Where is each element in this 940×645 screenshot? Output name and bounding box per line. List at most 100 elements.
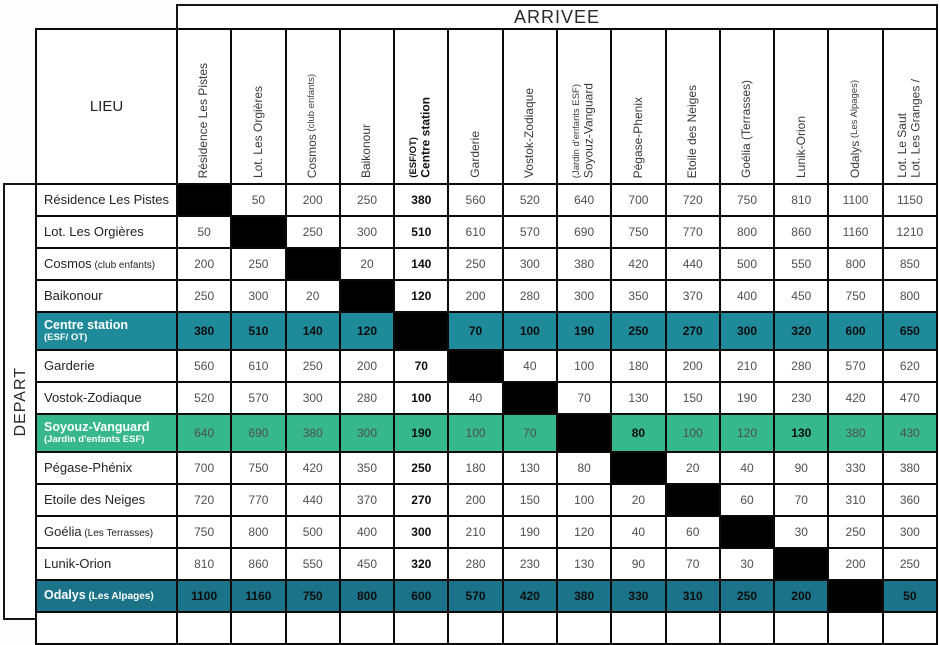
cell-r3c12: 550	[775, 249, 828, 279]
cell-r1c6: 560	[449, 185, 502, 215]
col-header-text: Baikonour	[359, 123, 374, 178]
cell-r5c10: 270	[666, 313, 719, 349]
cell-r2c5: 510	[395, 217, 448, 247]
cell-r5c8: 190	[557, 313, 611, 349]
cell-r7c5: 100	[395, 383, 448, 413]
cell-r2c12: 860	[775, 217, 828, 247]
cell-r7c10: 150	[666, 383, 719, 413]
cell-r13c1: 1100	[178, 581, 231, 611]
cell-r14c9	[612, 613, 665, 643]
cell-r1c8: 640	[557, 185, 611, 215]
cell-r12c3: 550	[286, 549, 339, 579]
cell-r8c4: 300	[340, 415, 394, 451]
cell-r4c6: 200	[449, 281, 502, 311]
cell-r6c14: 620	[883, 351, 936, 381]
cell-r5c6: 70	[449, 313, 502, 349]
cell-r4c12: 450	[775, 281, 828, 311]
cell-r8c5: 190	[395, 415, 448, 451]
cell-r12c8: 130	[557, 549, 611, 579]
cell-r6c2: 610	[232, 351, 285, 381]
col-header-10: Etoile des Neiges	[666, 30, 719, 183]
col-header-8: Soyouz-Vanguard (Jardin d'enfants ESF)	[557, 30, 611, 183]
cell-r6c9: 180	[612, 351, 665, 381]
cell-r14c10	[666, 613, 719, 643]
col-header-text: Garderie	[467, 131, 482, 178]
row-label-2: Lot. Les Orgières	[37, 217, 176, 247]
col-header-text: Lot. Les Granges / Lot. Le Saut	[895, 79, 923, 178]
cell-r13c4: 800	[340, 581, 394, 611]
depart-header-label: DEPART	[12, 366, 29, 437]
cell-r8c2: 690	[232, 415, 285, 451]
cell-r8c1: 640	[178, 415, 231, 451]
cell-r12c14: 250	[883, 549, 936, 579]
col-header-12: Lunik-Orion	[775, 30, 828, 183]
cell-r1c9: 700	[612, 185, 665, 215]
cell-r5c11: 300	[720, 313, 774, 349]
cell-r13c5: 600	[395, 581, 448, 611]
cell-r7c3: 300	[286, 383, 339, 413]
cell-r12c11: 30	[720, 549, 774, 579]
depart-header: DEPART	[3, 183, 37, 620]
col-header-3: Cosmos (club enfants)	[286, 30, 339, 183]
cell-r11c7: 190	[503, 517, 556, 547]
cell-r2c10: 770	[666, 217, 719, 247]
cell-r14c14	[883, 613, 936, 643]
cell-r6c8: 100	[557, 351, 611, 381]
cell-r12c13: 200	[829, 549, 882, 579]
cell-r11c1: 750	[178, 517, 231, 547]
cell-r5c2: 510	[232, 313, 285, 349]
row-label-10: Etoile des Neiges	[37, 485, 176, 515]
diagonal-cell-r9	[612, 453, 665, 483]
col-header-text: Lot. Les Orgières	[250, 85, 265, 178]
cell-r10c1: 720	[178, 485, 231, 515]
row-label-5: Centre station (ESF/ OT)	[37, 313, 176, 349]
cell-r9c4: 350	[340, 453, 394, 483]
cell-r5c14: 650	[883, 313, 936, 349]
col-header-text: Cosmos (club enfants)	[304, 73, 319, 178]
cell-r10c12: 70	[775, 485, 828, 515]
diagonal-cell-r7	[503, 383, 556, 413]
cell-r13c2: 1160	[232, 581, 285, 611]
cell-r12c10: 70	[666, 549, 719, 579]
cell-r13c11: 250	[720, 581, 774, 611]
cell-r14c7	[503, 613, 556, 643]
cell-r7c6: 40	[449, 383, 502, 413]
cell-r4c3: 20	[286, 281, 339, 311]
cell-r2c6: 610	[449, 217, 502, 247]
cell-r1c12: 810	[775, 185, 828, 215]
cell-r14c6	[449, 613, 502, 643]
diagonal-cell-r8	[557, 415, 611, 451]
cell-r11c9: 40	[612, 517, 665, 547]
cell-r12c5: 320	[395, 549, 448, 579]
row-label-12: Lunik-Orion	[37, 549, 176, 579]
cell-r12c6: 280	[449, 549, 502, 579]
cell-r3c10: 440	[666, 249, 719, 279]
cell-r8c11: 120	[720, 415, 774, 451]
cell-r7c14: 470	[883, 383, 936, 413]
col-header-13: Odalys (Les Alpages)	[829, 30, 882, 183]
cell-r8c13: 380	[829, 415, 882, 451]
cell-r10c8: 100	[557, 485, 611, 515]
cell-r6c12: 280	[775, 351, 828, 381]
col-header-text: Résidence Les Pistes	[196, 62, 211, 178]
cell-r3c6: 250	[449, 249, 502, 279]
cell-r11c6: 210	[449, 517, 502, 547]
cell-r4c13: 750	[829, 281, 882, 311]
cell-r8c9: 80	[612, 415, 665, 451]
cell-r13c12: 200	[775, 581, 828, 611]
cell-r1c7: 520	[503, 185, 556, 215]
cell-r7c12: 230	[775, 383, 828, 413]
cell-r9c3: 420	[286, 453, 339, 483]
cell-r7c1: 520	[178, 383, 231, 413]
cell-r2c4: 300	[340, 217, 394, 247]
cell-r2c14: 1210	[883, 217, 936, 247]
cell-r14c12	[775, 613, 828, 643]
cell-r13c8: 380	[557, 581, 611, 611]
cell-r13c9: 330	[612, 581, 665, 611]
cell-r12c1: 810	[178, 549, 231, 579]
cell-r6c13: 570	[829, 351, 882, 381]
cell-r5c1: 380	[178, 313, 231, 349]
cell-r9c10: 20	[666, 453, 719, 483]
cell-r2c1: 50	[178, 217, 231, 247]
cell-r9c8: 80	[557, 453, 611, 483]
